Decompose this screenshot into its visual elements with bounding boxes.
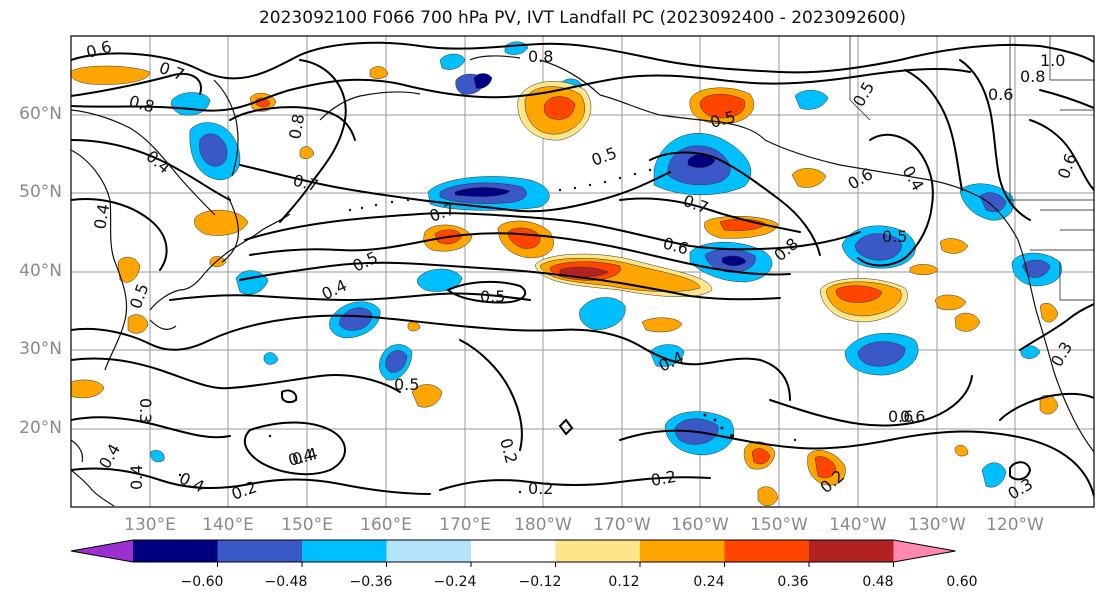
contour-label: 0.6 xyxy=(988,85,1013,104)
lat-label: 30°N xyxy=(19,339,62,359)
island-dots xyxy=(178,168,797,494)
lon-label: 180°W xyxy=(514,515,572,535)
lon-label: 150°E xyxy=(281,515,333,535)
contour-label: 0.4 xyxy=(127,465,146,490)
contour-label: 0.8 xyxy=(285,112,308,140)
colorbar-tick-label: −0.24 xyxy=(433,574,477,590)
colorbar-segment xyxy=(471,540,556,562)
contour-label: 0.4 xyxy=(90,202,113,230)
map-frame xyxy=(70,35,1095,508)
contour-label: 0.6 xyxy=(900,407,925,426)
map-plot-area: 0.6 0.7 0.8 0.4 0.8 0.7 0.4 0.5 0.4 0.7 … xyxy=(71,36,1094,507)
colorbar-segment xyxy=(640,540,725,562)
colorbar-tick-label: −0.60 xyxy=(180,574,224,590)
lon-label: 160°W xyxy=(671,515,729,535)
colorbar-tick-label: −0.36 xyxy=(349,574,393,590)
contour-label: 1.0 xyxy=(1040,51,1065,70)
borders xyxy=(849,36,1094,301)
colorbar-tick-label: 0.60 xyxy=(946,574,978,590)
colorbar-tick-label: −0.12 xyxy=(518,574,562,590)
lat-label: 60°N xyxy=(19,104,62,124)
lat-label: 40°N xyxy=(19,261,62,281)
colorbar-segment xyxy=(386,540,472,562)
lon-label: 130°E xyxy=(124,515,176,535)
contour-label: 0.8 xyxy=(1020,67,1045,86)
contour-label: 0.2 xyxy=(528,479,553,498)
lon-label: 170°W xyxy=(593,515,651,535)
contour-label: 0.5 xyxy=(394,375,419,394)
contour-label: 0.5 xyxy=(882,227,907,246)
colorbar-segment xyxy=(217,540,303,562)
map-title: 2023092100 F066 700 hPa PV, IVT Landfall… xyxy=(258,8,906,28)
colorbar-extend-min xyxy=(71,540,133,562)
colorbar-segment xyxy=(724,540,810,562)
colorbar-tick-label: −0.48 xyxy=(264,574,308,590)
contour-lines xyxy=(71,41,1094,497)
lat-label: 20°N xyxy=(19,418,62,438)
lon-label: 130°W xyxy=(908,515,966,535)
lon-label: 140°W xyxy=(829,515,887,535)
colorbar-outline xyxy=(70,539,956,563)
colorbar-tick-label: 0.48 xyxy=(862,574,894,590)
lon-label: 140°E xyxy=(202,515,254,535)
lon-label: 160°E xyxy=(360,515,412,535)
contour-label: 0.5 xyxy=(480,287,505,306)
lon-label: 150°W xyxy=(750,515,808,535)
colorbar-segment xyxy=(133,540,218,562)
colorbar-segment xyxy=(809,540,894,562)
lon-label: 170°E xyxy=(439,515,491,535)
colorbar-tick-label: 0.36 xyxy=(777,574,809,590)
lat-label: 50°N xyxy=(19,182,62,202)
colorbar-tick-label: 0.12 xyxy=(608,574,640,590)
contour-label: 0.6 xyxy=(888,407,913,426)
colorbar xyxy=(70,539,956,567)
contour-label: 0.2 xyxy=(649,467,677,490)
pv-anomaly-fills xyxy=(71,41,1062,506)
coastlines xyxy=(71,55,1094,507)
colorbar-tick-label: 0.24 xyxy=(693,574,725,590)
contour-label: 0.3 xyxy=(136,398,155,423)
colorbar-segment xyxy=(555,540,641,562)
colorbar-extend-max xyxy=(893,540,956,562)
colorbar-segment xyxy=(302,540,387,562)
positive-pv-anomalies xyxy=(71,65,1059,506)
contour-label: 0.8 xyxy=(528,47,553,66)
lon-label: 120°W xyxy=(986,515,1044,535)
